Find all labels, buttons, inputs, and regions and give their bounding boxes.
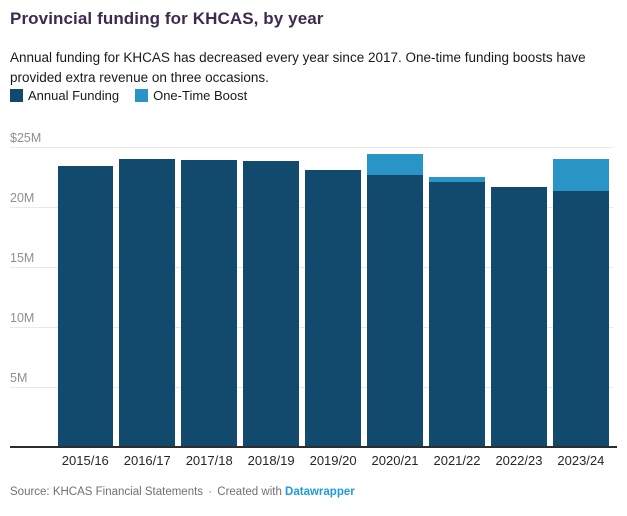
legend-item-annual-funding: Annual Funding: [10, 88, 119, 103]
bar-boost-2023/24: [553, 159, 609, 192]
legend-swatch-annual-funding: [10, 89, 23, 102]
chart-subtitle: Annual funding for KHCAS has decreased e…: [10, 50, 586, 86]
bar-boost-2021/22: [429, 177, 485, 182]
footer-separator: ·: [208, 486, 213, 498]
x-axis-label-2022/23: 2022/23: [495, 453, 543, 468]
bar-annual-2023/24: [553, 191, 609, 447]
bar-annual-2022/23: [491, 186, 547, 447]
x-axis-label-2021/22: 2021/22: [433, 453, 481, 468]
x-axis-label-2019/20: 2019/20: [309, 453, 357, 468]
datawrapper-link[interactable]: Datawrapper: [285, 486, 355, 498]
created-with-text: Created with: [217, 486, 282, 498]
y-axis-label-15M: 15M: [10, 251, 35, 265]
x-axis-line: [10, 446, 617, 448]
x-axis-label-2020/21: 2020/21: [371, 453, 419, 468]
source-text: Source: KHCAS Financial Statements: [10, 486, 204, 498]
bar-annual-2019/20: [305, 169, 361, 447]
x-axis-label-2017/18: 2017/18: [185, 453, 233, 468]
y-axis-label-5M: 5M: [10, 371, 28, 385]
y-axis-label-25M: $25M: [10, 131, 42, 145]
legend-label-one-time-boost: One-Time Boost: [153, 88, 248, 103]
bar-annual-2021/22: [429, 181, 485, 447]
footer: Source: KHCAS Financial Statements · Cre…: [10, 486, 617, 498]
bar-annual-2017/18: [181, 160, 237, 447]
x-axis-label-2023/24: 2023/24: [557, 453, 605, 468]
legend: Annual Funding One-Time Boost: [10, 88, 247, 103]
bar-boost-2020/21: [367, 154, 423, 175]
y-gridline-25M: [10, 147, 613, 148]
legend-swatch-one-time-boost: [135, 89, 149, 102]
legend-label-annual-funding: Annual Funding: [28, 88, 120, 103]
bar-annual-2020/21: [367, 174, 423, 447]
y-axis-label-10M: 10M: [10, 311, 35, 325]
x-axis-label-2018/19: 2018/19: [247, 453, 295, 468]
bar-annual-2015/16: [57, 166, 114, 447]
bar-annual-2018/19: [243, 161, 299, 447]
y-axis-label-20M: 20M: [10, 191, 35, 205]
legend-item-one-time-boost: One-Time Boost: [135, 88, 247, 103]
page-title: Provincial funding for KHCAS, by year: [10, 9, 324, 28]
bar-annual-2016/17: [119, 159, 176, 447]
x-axis-label-2015/16: 2015/16: [61, 453, 109, 468]
x-axis-label-2016/17: 2016/17: [123, 453, 171, 468]
